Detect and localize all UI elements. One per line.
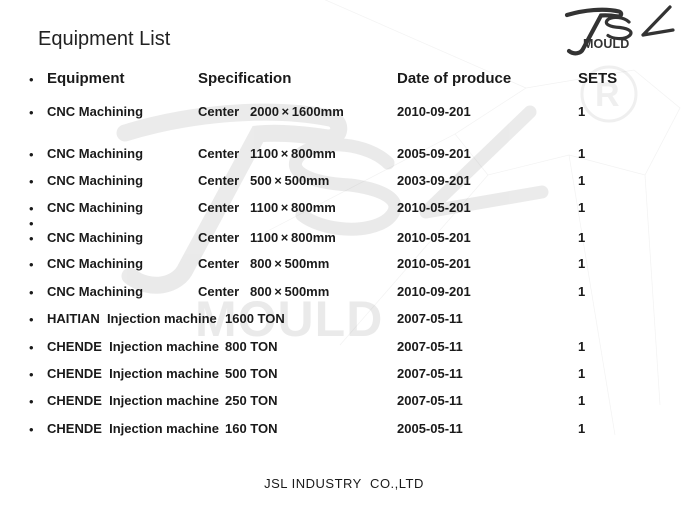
svg-text:MOULD: MOULD (583, 37, 629, 51)
svg-text:MOULD: MOULD (195, 291, 383, 347)
